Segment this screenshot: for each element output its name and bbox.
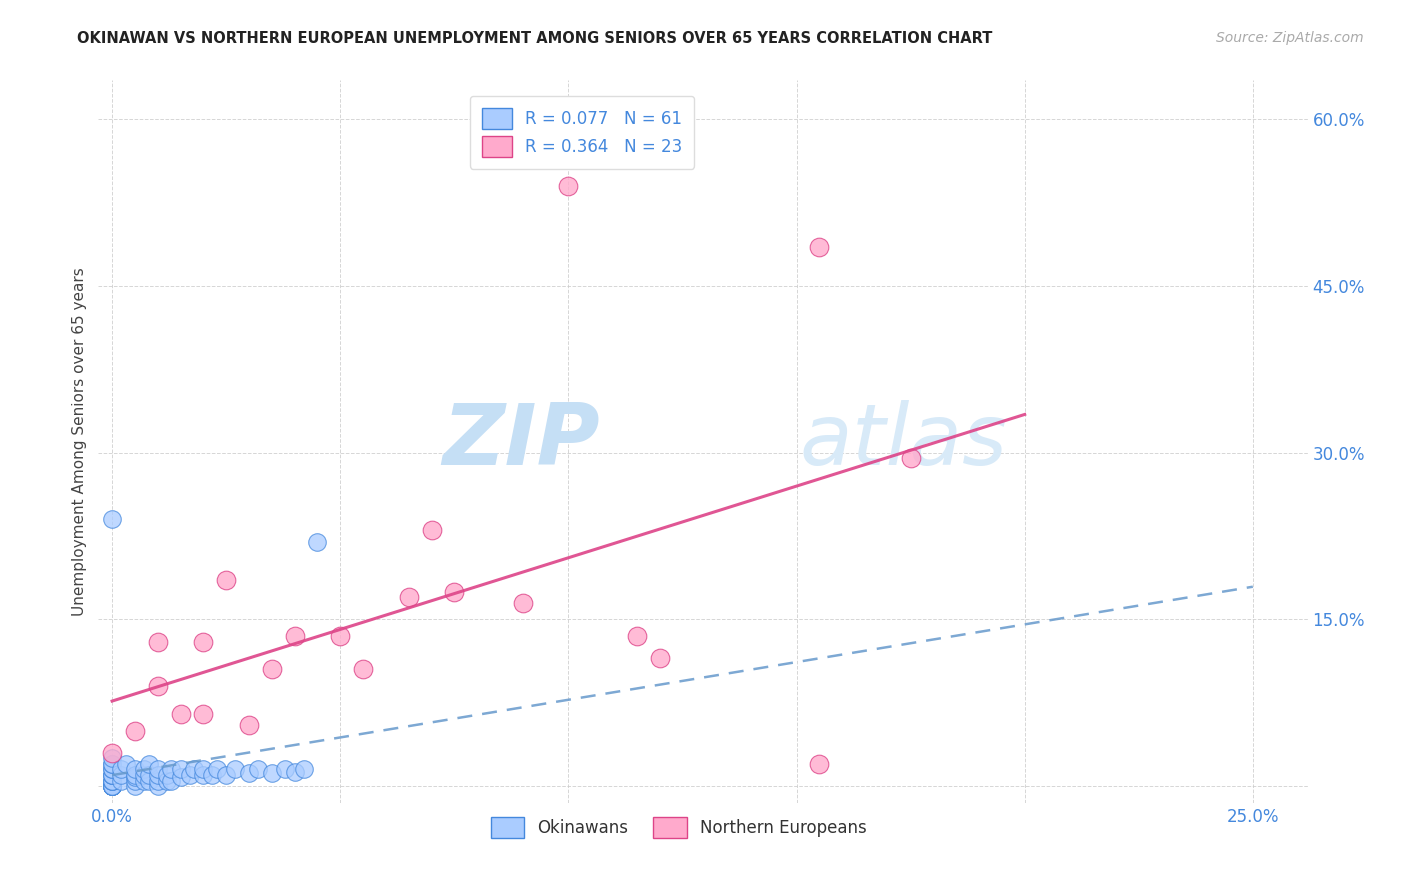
Point — [215, 574, 238, 588]
Point — [101, 746, 124, 760]
Point — [146, 773, 169, 788]
Point — [101, 512, 124, 526]
Point — [146, 779, 169, 793]
Point — [193, 634, 215, 648]
Point — [183, 763, 205, 777]
Point — [101, 779, 124, 793]
Point — [238, 765, 260, 780]
Point — [101, 773, 124, 788]
Point — [808, 240, 831, 254]
Point — [557, 178, 579, 193]
Point — [138, 773, 160, 788]
Point — [193, 706, 215, 721]
Point — [101, 779, 124, 793]
Point — [238, 718, 260, 732]
Point — [169, 706, 191, 721]
Point — [156, 773, 179, 788]
Point — [292, 763, 315, 777]
Point — [101, 756, 124, 771]
Point — [443, 584, 465, 599]
Point — [132, 768, 155, 782]
Point — [101, 779, 124, 793]
Point — [132, 763, 155, 777]
Point — [101, 779, 124, 793]
Point — [900, 451, 922, 466]
Point — [132, 773, 155, 788]
Point — [648, 651, 671, 665]
Text: atlas: atlas — [800, 400, 1008, 483]
Point — [156, 768, 179, 782]
Text: OKINAWAN VS NORTHERN EUROPEAN UNEMPLOYMENT AMONG SENIORS OVER 65 YEARS CORRELATI: OKINAWAN VS NORTHERN EUROPEAN UNEMPLOYME… — [77, 31, 993, 46]
Point — [512, 596, 534, 610]
Point — [101, 768, 124, 782]
Point — [110, 768, 132, 782]
Point — [146, 634, 169, 648]
Point — [114, 756, 136, 771]
Point — [138, 768, 160, 782]
Point — [193, 763, 215, 777]
Text: ZIP: ZIP — [443, 400, 600, 483]
Point — [101, 773, 124, 788]
Point — [398, 590, 420, 604]
Point — [274, 763, 297, 777]
Point — [138, 756, 160, 771]
Text: Source: ZipAtlas.com: Source: ZipAtlas.com — [1216, 31, 1364, 45]
Point — [160, 773, 183, 788]
Point — [224, 763, 246, 777]
Y-axis label: Unemployment Among Seniors over 65 years: Unemployment Among Seniors over 65 years — [72, 268, 87, 615]
Point — [284, 629, 307, 643]
Point — [146, 768, 169, 782]
Point — [101, 763, 124, 777]
Point — [352, 662, 374, 676]
Point — [124, 768, 146, 782]
Point — [205, 763, 228, 777]
Point — [101, 779, 124, 793]
Point — [215, 768, 238, 782]
Legend: Okinawans, Northern Europeans: Okinawans, Northern Europeans — [484, 810, 873, 845]
Point — [101, 779, 124, 793]
Point — [146, 679, 169, 693]
Point — [307, 534, 329, 549]
Point — [101, 756, 124, 771]
Point — [146, 763, 169, 777]
Point — [110, 763, 132, 777]
Point — [260, 662, 283, 676]
Point — [124, 773, 146, 788]
Point — [193, 768, 215, 782]
Point — [124, 770, 146, 784]
Point — [124, 779, 146, 793]
Point — [179, 768, 201, 782]
Point — [101, 768, 124, 782]
Point — [101, 751, 124, 765]
Point — [160, 763, 183, 777]
Point — [101, 779, 124, 793]
Point — [169, 770, 191, 784]
Point — [124, 763, 146, 777]
Point — [329, 629, 352, 643]
Point — [626, 629, 648, 643]
Point — [420, 524, 443, 538]
Point — [169, 763, 191, 777]
Point — [110, 773, 132, 788]
Point — [124, 723, 146, 738]
Point — [284, 764, 307, 779]
Point — [101, 779, 124, 793]
Point — [101, 763, 124, 777]
Point — [260, 765, 283, 780]
Point — [101, 768, 124, 782]
Point — [247, 763, 270, 777]
Point — [808, 756, 831, 771]
Point — [201, 768, 224, 782]
Point — [101, 773, 124, 788]
